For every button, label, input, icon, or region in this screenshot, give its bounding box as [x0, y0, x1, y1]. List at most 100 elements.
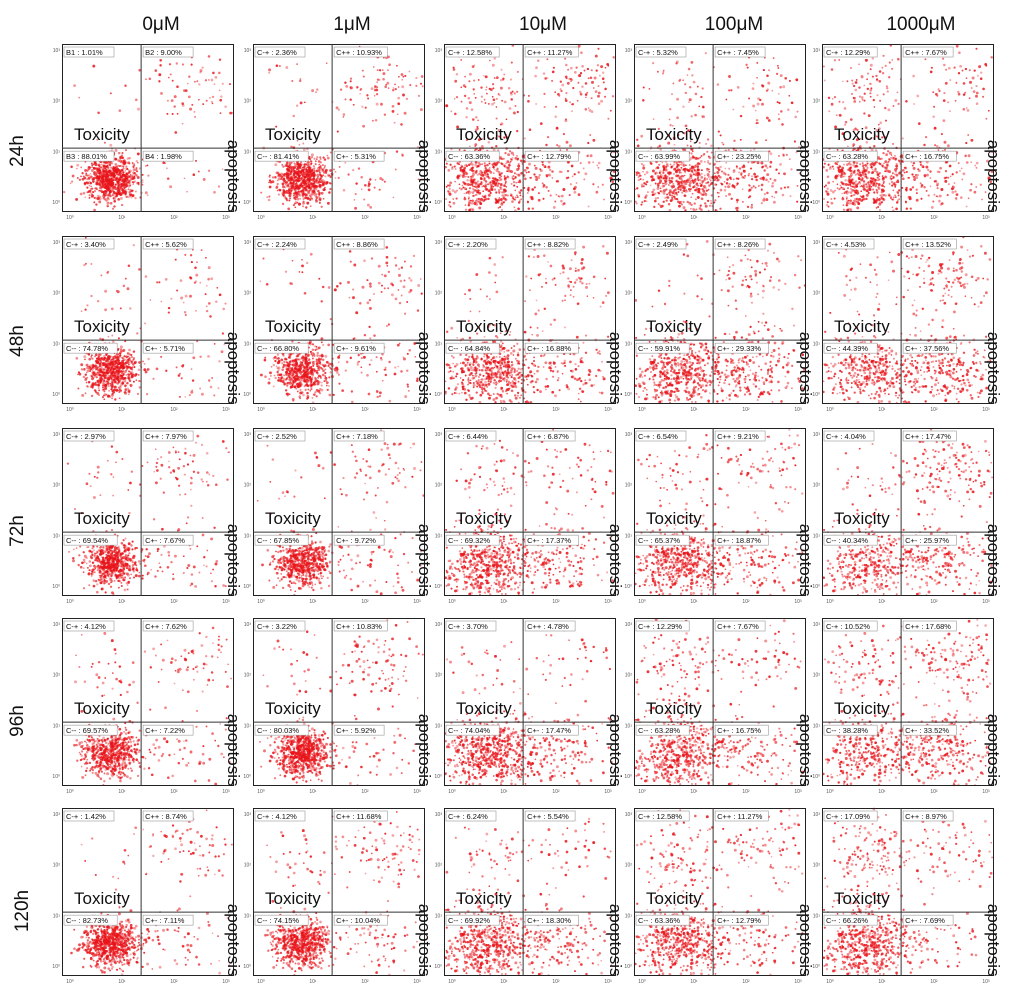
x-tick-label: 10² [170, 215, 178, 221]
data-point [104, 308, 108, 312]
data-point [657, 182, 659, 185]
data-point [322, 197, 325, 200]
data-point [99, 184, 102, 187]
data-point [767, 119, 771, 122]
data-point [119, 187, 122, 190]
data-point [882, 93, 885, 96]
data-point [103, 198, 106, 201]
data-point [137, 107, 140, 111]
data-point [283, 195, 287, 198]
data-point [690, 152, 693, 155]
data-point [304, 196, 307, 200]
data-point [733, 168, 736, 172]
data-point [321, 164, 324, 167]
data-point [543, 92, 546, 95]
data-point [520, 171, 523, 175]
data-point [115, 165, 119, 168]
data-point [657, 192, 661, 195]
data-point [467, 197, 470, 200]
column-header: 1000μM [826, 14, 1016, 36]
data-point [459, 166, 462, 170]
data-point [825, 203, 829, 207]
data-point [98, 200, 102, 204]
data-point [127, 264, 131, 268]
data-point [858, 100, 861, 103]
data-point [278, 175, 281, 178]
data-point [462, 181, 465, 184]
data-point [695, 186, 699, 190]
data-point [211, 102, 214, 105]
data-point [498, 173, 502, 177]
data-point [309, 189, 312, 192]
data-point [933, 193, 936, 196]
data-point [493, 77, 496, 79]
data-point [750, 203, 753, 206]
data-point [920, 184, 924, 187]
data-point [732, 170, 736, 173]
data-point [109, 374, 112, 377]
data-point [466, 183, 470, 186]
data-point [127, 375, 130, 378]
data-point [643, 182, 646, 185]
data-point [127, 169, 130, 172]
data-point [501, 162, 504, 166]
data-point [118, 169, 121, 172]
data-point [112, 181, 115, 184]
data-point [689, 145, 692, 148]
data-point [897, 191, 900, 195]
data-point [468, 209, 471, 212]
data-point [205, 309, 209, 313]
data-point [466, 179, 469, 182]
data-point [131, 175, 134, 178]
data-point [531, 188, 535, 191]
data-point [651, 169, 655, 173]
data-point [699, 204, 702, 207]
data-point [720, 182, 722, 185]
data-point [964, 154, 967, 157]
data-point [385, 83, 388, 86]
data-point [777, 113, 780, 116]
data-point [848, 201, 852, 205]
data-point [289, 173, 292, 175]
data-point [207, 266, 211, 270]
data-point [395, 150, 399, 153]
data-point [863, 84, 866, 87]
data-point [533, 164, 536, 167]
data-point [128, 391, 131, 393]
data-point [661, 204, 664, 208]
data-point [109, 164, 112, 167]
data-point [99, 337, 102, 340]
data-point [93, 208, 96, 212]
data-point [687, 187, 691, 191]
data-point [569, 183, 572, 186]
data-point [132, 165, 135, 168]
data-point [325, 181, 328, 185]
data-point [310, 193, 313, 196]
data-point [105, 376, 109, 380]
quadrant-label: C+- : 12.79% [524, 150, 579, 162]
data-point [506, 160, 510, 164]
data-point [315, 196, 319, 199]
data-point [682, 201, 685, 203]
data-point [705, 193, 708, 195]
data-point [276, 179, 279, 182]
data-point [289, 197, 292, 200]
data-point [484, 167, 487, 170]
data-point [88, 180, 91, 184]
data-point [903, 171, 906, 174]
data-point [663, 184, 666, 187]
data-point [119, 364, 123, 368]
data-point [104, 178, 108, 182]
data-point [645, 180, 649, 184]
data-point [776, 101, 779, 104]
data-point [575, 66, 578, 69]
data-point [305, 183, 308, 186]
data-point [689, 156, 693, 160]
data-point [329, 169, 332, 172]
data-point [129, 169, 132, 173]
data-point [497, 93, 500, 95]
data-point [755, 179, 758, 181]
data-point [471, 118, 475, 121]
data-point [90, 162, 93, 165]
data-point [862, 185, 865, 188]
